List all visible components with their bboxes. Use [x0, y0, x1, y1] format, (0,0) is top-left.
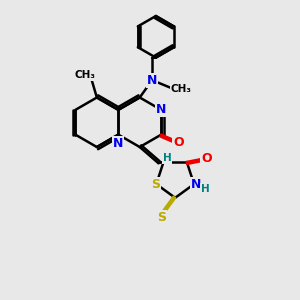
Text: O: O: [173, 136, 184, 148]
Text: H: H: [163, 153, 172, 163]
Text: N: N: [147, 74, 157, 87]
Text: H: H: [200, 184, 209, 194]
Text: N: N: [113, 137, 124, 150]
Text: S: S: [157, 211, 166, 224]
Text: N: N: [191, 178, 201, 190]
Text: CH₃: CH₃: [171, 84, 192, 94]
Text: N: N: [156, 103, 166, 116]
Text: O: O: [201, 152, 212, 165]
Text: S: S: [151, 178, 160, 190]
Text: CH₃: CH₃: [74, 70, 95, 80]
